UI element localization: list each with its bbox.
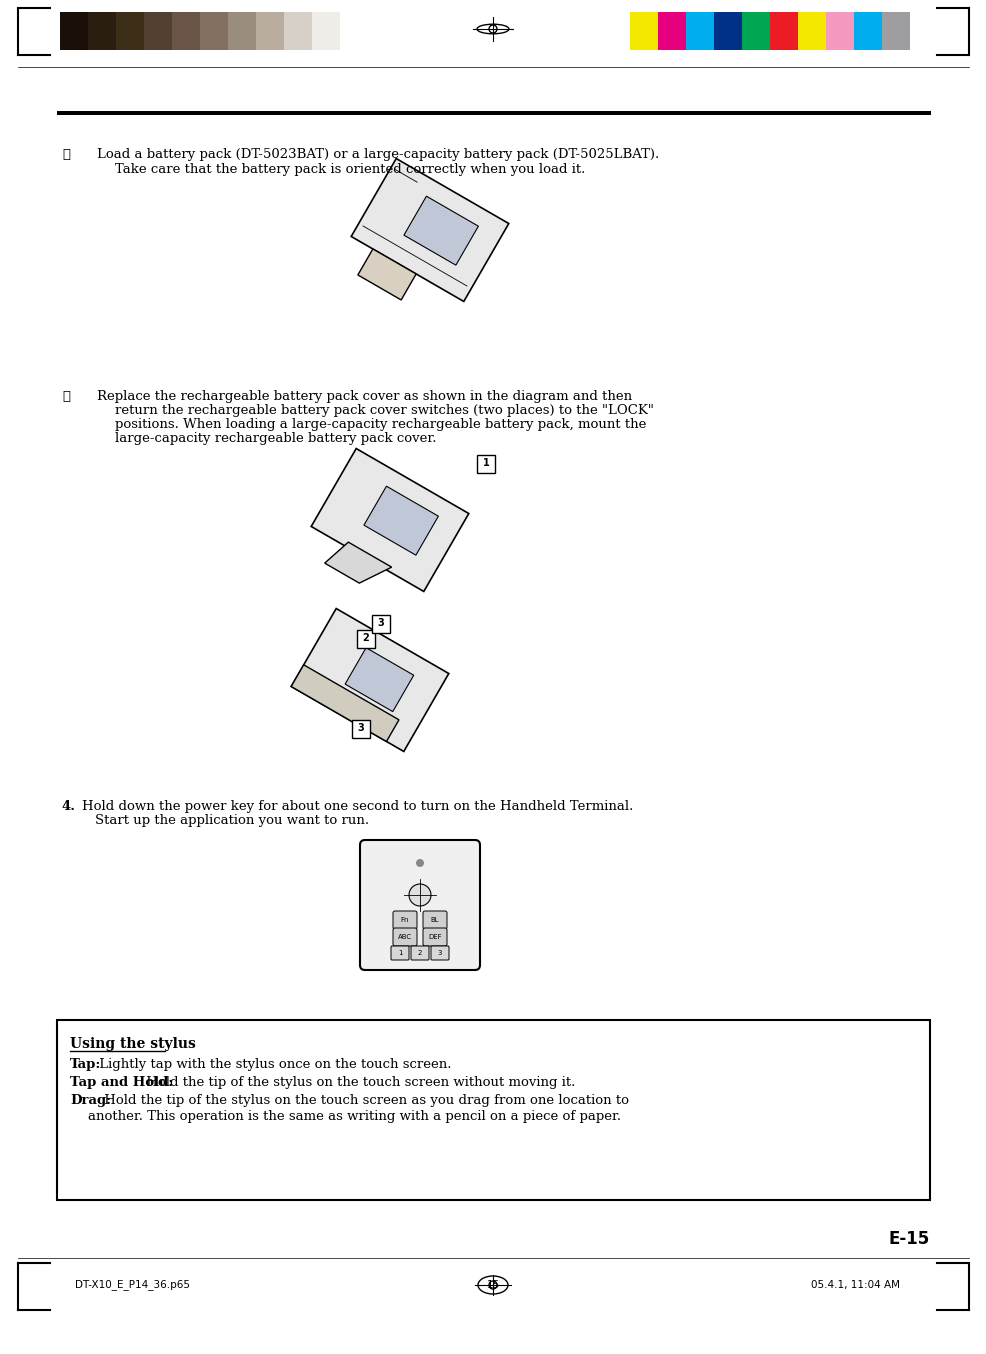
Polygon shape xyxy=(311,448,468,592)
Bar xyxy=(284,12,312,50)
Bar xyxy=(658,12,685,50)
Polygon shape xyxy=(351,158,508,302)
Text: 1: 1 xyxy=(482,458,489,468)
Bar xyxy=(116,12,144,50)
Text: BL: BL xyxy=(430,917,439,923)
Text: 05.4.1, 11:04 AM: 05.4.1, 11:04 AM xyxy=(810,1280,899,1290)
Text: ②: ② xyxy=(62,148,70,161)
Text: 3: 3 xyxy=(438,951,442,956)
Circle shape xyxy=(415,858,424,867)
FancyBboxPatch shape xyxy=(410,946,429,960)
Bar xyxy=(881,12,909,50)
FancyBboxPatch shape xyxy=(360,839,479,969)
Text: Drag:: Drag: xyxy=(70,1094,111,1108)
Text: DT-X10_E_P14_36.p65: DT-X10_E_P14_36.p65 xyxy=(75,1280,190,1290)
Text: Lightly tap with the stylus once on the touch screen.: Lightly tap with the stylus once on the … xyxy=(95,1057,451,1071)
Bar xyxy=(853,12,881,50)
Text: ABC: ABC xyxy=(397,934,411,940)
Bar xyxy=(88,12,116,50)
Bar xyxy=(713,12,741,50)
Bar xyxy=(200,12,228,50)
Text: Using the stylus: Using the stylus xyxy=(70,1037,195,1051)
Bar xyxy=(144,12,172,50)
Text: 3: 3 xyxy=(378,617,384,628)
FancyBboxPatch shape xyxy=(392,927,416,946)
Bar xyxy=(741,12,769,50)
Bar xyxy=(769,12,798,50)
Bar xyxy=(825,12,853,50)
FancyBboxPatch shape xyxy=(390,946,408,960)
Text: 15: 15 xyxy=(486,1280,499,1290)
Polygon shape xyxy=(345,647,413,712)
Text: 2: 2 xyxy=(362,634,369,643)
Text: 2: 2 xyxy=(417,951,422,956)
Polygon shape xyxy=(291,665,398,742)
FancyBboxPatch shape xyxy=(431,946,449,960)
Bar xyxy=(352,720,370,738)
Text: positions. When loading a large-capacity rechargeable battery pack, mount the: positions. When loading a large-capacity… xyxy=(115,418,646,431)
Text: another. This operation is the same as writing with a pencil on a piece of paper: another. This operation is the same as w… xyxy=(88,1110,620,1122)
Polygon shape xyxy=(291,608,449,751)
Text: E-15: E-15 xyxy=(887,1229,929,1248)
Bar xyxy=(312,12,339,50)
Bar xyxy=(372,615,389,634)
Polygon shape xyxy=(364,486,438,555)
Bar xyxy=(476,455,495,473)
Bar xyxy=(357,630,375,649)
Text: return the rechargeable battery pack cover switches (two places) to the "LOCK": return the rechargeable battery pack cov… xyxy=(115,403,653,417)
Text: Load a battery pack (DT-5023BAT) or a large-capacity battery pack (DT-5025LBAT).: Load a battery pack (DT-5023BAT) or a la… xyxy=(97,148,659,161)
FancyBboxPatch shape xyxy=(392,911,416,929)
Text: Tap and Hold:: Tap and Hold: xyxy=(70,1076,174,1089)
Text: DEF: DEF xyxy=(428,934,442,940)
Bar xyxy=(57,1020,929,1200)
Text: 1: 1 xyxy=(397,951,402,956)
Polygon shape xyxy=(324,542,391,584)
Text: Fn: Fn xyxy=(400,917,409,923)
Circle shape xyxy=(408,884,431,906)
Bar xyxy=(629,12,658,50)
Text: 3: 3 xyxy=(357,723,364,733)
Text: ③: ③ xyxy=(62,390,70,403)
Bar xyxy=(228,12,255,50)
Bar xyxy=(685,12,713,50)
Text: Replace the rechargeable battery pack cover as shown in the diagram and then: Replace the rechargeable battery pack co… xyxy=(97,390,631,403)
Text: Hold down the power key for about one second to turn on the Handheld Terminal.: Hold down the power key for about one se… xyxy=(82,800,633,812)
Polygon shape xyxy=(358,249,416,301)
Polygon shape xyxy=(403,196,478,265)
Text: Start up the application you want to run.: Start up the application you want to run… xyxy=(95,814,369,827)
Text: Hold the tip of the stylus on the touch screen as you drag from one location to: Hold the tip of the stylus on the touch … xyxy=(100,1094,628,1108)
Text: 4.: 4. xyxy=(62,800,76,812)
Bar xyxy=(255,12,284,50)
FancyBboxPatch shape xyxy=(423,927,447,946)
Bar xyxy=(798,12,825,50)
FancyBboxPatch shape xyxy=(423,911,447,929)
Text: Tap:: Tap: xyxy=(70,1057,102,1071)
Bar xyxy=(60,12,88,50)
Text: Hold the tip of the stylus on the touch screen without moving it.: Hold the tip of the stylus on the touch … xyxy=(142,1076,575,1089)
Text: Take care that the battery pack is oriented correctly when you load it.: Take care that the battery pack is orien… xyxy=(115,162,585,176)
Bar xyxy=(57,111,930,115)
Text: large-capacity rechargeable battery pack cover.: large-capacity rechargeable battery pack… xyxy=(115,432,436,445)
Bar xyxy=(172,12,200,50)
